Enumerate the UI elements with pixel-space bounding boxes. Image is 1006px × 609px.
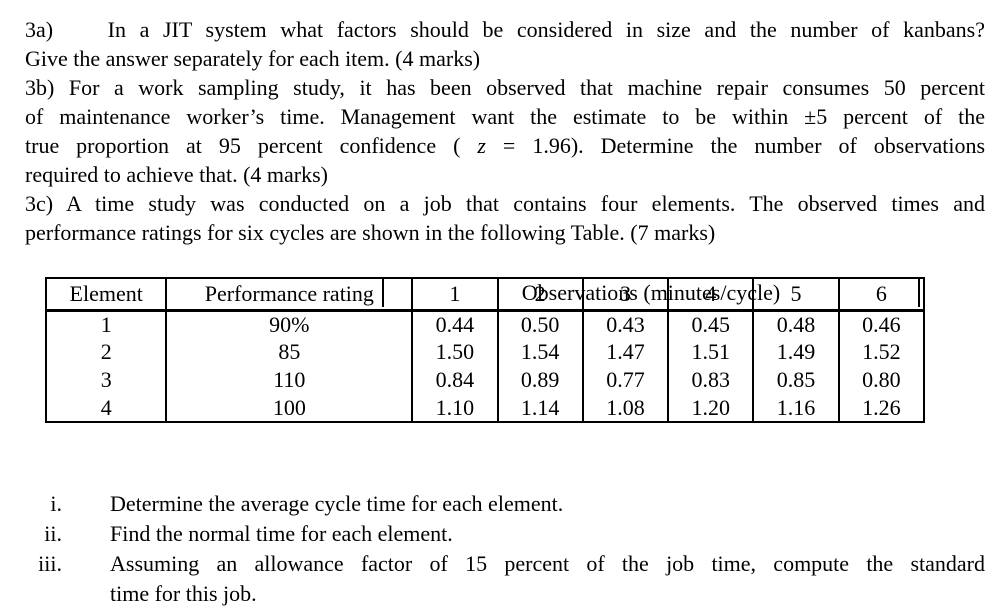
- time-study-table: Observations (minutes/cycle) Element Per…: [44, 277, 926, 457]
- observations-span-header-cell: Observations (minutes/cycle): [382, 277, 920, 307]
- element-cell: 1: [44, 310, 168, 338]
- z-variable: z: [477, 133, 486, 158]
- col-header-cycle-6: 6: [837, 278, 926, 312]
- obs-cell: 1.08: [581, 394, 670, 422]
- obs-cell: 1.54: [496, 338, 584, 366]
- col-header-cycle-3: 3: [581, 278, 670, 312]
- q3c-line-2: performance ratings for six cycles are s…: [25, 220, 716, 245]
- obs-cell: 0.46: [837, 310, 926, 338]
- task-text: Find the normal time for each element.: [110, 519, 985, 549]
- table-row: 1 90% 0.44 0.50 0.43 0.45 0.48 0.46: [44, 310, 926, 338]
- rating-cell: 85: [165, 338, 414, 366]
- obs-cell: 0.43: [581, 310, 670, 338]
- task-item-i: i. Determine the average cycle time for …: [25, 489, 985, 519]
- col-header-cycle-1: 1: [411, 278, 499, 312]
- task-text: Determine the average cycle time for eac…: [110, 489, 985, 519]
- obs-cell: 0.84: [411, 366, 499, 394]
- obs-cell: 0.48: [752, 310, 840, 338]
- task-i-line-1: Determine the average cycle time for eac…: [110, 491, 564, 516]
- q3b-line-3-post: = 1.96). Determine the number of observa…: [485, 133, 986, 158]
- obs-cell: 1.26: [837, 394, 926, 422]
- q3b-line-1: 3b) For a work sampling study, it has be…: [25, 75, 985, 100]
- obs-cell: 1.14: [496, 394, 584, 422]
- obs-cell: 0.77: [581, 366, 670, 394]
- q3a-line-2: Give the answer separately for each item…: [25, 46, 481, 71]
- table-row: 4 100 1.10 1.14 1.08 1.20 1.16 1.26: [44, 394, 926, 422]
- col-header-element: Element: [44, 278, 168, 312]
- task-item-iii: iii. Assuming an allowance factor of 15 …: [25, 549, 985, 609]
- obs-cell: 1.52: [837, 338, 926, 366]
- col-header-cycle-2: 2: [496, 278, 584, 312]
- q3b-line-4: required to achieve that. (4 marks): [25, 162, 328, 187]
- task-marker: ii.: [44, 521, 62, 546]
- table-row: 3 110 0.84 0.89 0.77 0.83 0.85 0.80: [44, 366, 926, 394]
- obs-cell: 0.85: [752, 366, 840, 394]
- obs-cell: 0.50: [496, 310, 584, 338]
- obs-cell: 1.50: [411, 338, 499, 366]
- obs-cell: 0.89: [496, 366, 584, 394]
- task-iii-line-1: Assuming an allowance factor of 15 perce…: [110, 551, 985, 576]
- rating-cell: 90%: [165, 310, 414, 338]
- obs-cell: 1.10: [411, 394, 499, 422]
- q3a-line-1: 3a) In a JIT system what factors should …: [25, 17, 985, 42]
- obs-cell: 0.80: [837, 366, 926, 394]
- q3b-line-3: true proportion at 95 percent confidence…: [25, 131, 985, 160]
- obs-cell: 1.49: [752, 338, 840, 366]
- q3b-line-3-pre: true proportion at 95 percent confidence…: [25, 133, 478, 158]
- obs-cell: 1.47: [581, 338, 670, 366]
- task-iii-line-2: time for this job.: [110, 581, 257, 606]
- rating-cell: 100: [165, 394, 414, 422]
- task-text: Assuming an allowance factor of 15 perce…: [110, 549, 985, 609]
- observations-grid: Element Performance rating 1 2 3 4 5 6 1…: [44, 277, 926, 423]
- obs-cell: 0.44: [411, 310, 499, 338]
- rating-cell: 110: [165, 366, 414, 394]
- task-ii-line-1: Find the normal time for each element.: [110, 521, 453, 546]
- task-list: i. Determine the average cycle time for …: [25, 489, 985, 609]
- questions-text: 3a) In a JIT system what factors should …: [25, 15, 985, 247]
- task-item-ii: ii. Find the normal time for each elemen…: [25, 519, 985, 549]
- element-cell: 3: [44, 366, 168, 394]
- element-cell: 4: [44, 394, 168, 422]
- task-marker: iii.: [38, 551, 62, 576]
- task-marker: i.: [50, 491, 62, 516]
- obs-cell: 0.83: [667, 366, 755, 394]
- q3b-line-2: of maintenance worker’s time. Management…: [25, 104, 985, 129]
- col-header-performance-rating: Performance rating: [165, 278, 414, 312]
- table-row: 2 85 1.50 1.54 1.47 1.51 1.49 1.52: [44, 338, 926, 366]
- col-header-cycle-5: 5: [752, 278, 840, 312]
- element-cell: 2: [44, 338, 168, 366]
- q3c-line-1: 3c) A time study was conducted on a job …: [25, 191, 985, 216]
- obs-cell: 1.16: [752, 394, 840, 422]
- obs-cell: 1.51: [667, 338, 755, 366]
- obs-cell: 1.20: [667, 394, 755, 422]
- obs-cell: 0.45: [667, 310, 755, 338]
- observations-span-header-label: Observations (minutes/cycle): [521, 280, 781, 305]
- header-row: Element Performance rating 1 2 3 4 5 6: [44, 278, 926, 312]
- col-header-cycle-4: 4: [667, 278, 755, 312]
